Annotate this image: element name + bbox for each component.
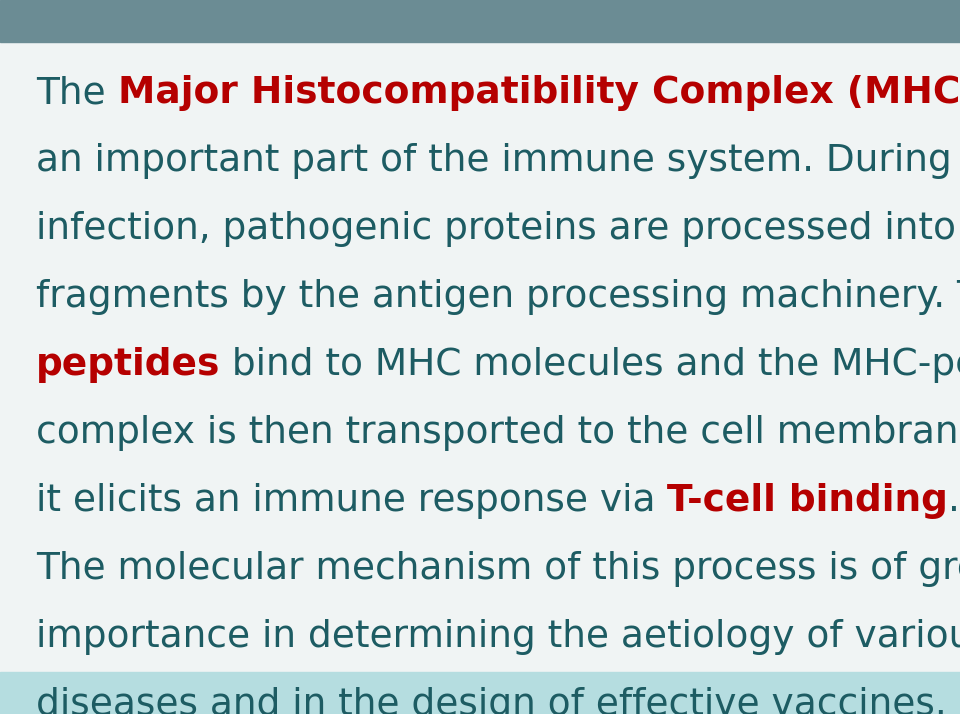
- Text: Major Histocompatibility Complex (MHC): Major Histocompatibility Complex (MHC): [117, 75, 960, 111]
- Text: T-cell binding: T-cell binding: [667, 483, 948, 519]
- Text: peptides: peptides: [36, 347, 221, 383]
- Text: an important part of the immune system. During: an important part of the immune system. …: [36, 143, 951, 179]
- Text: .: .: [948, 483, 960, 519]
- Bar: [0, 672, 960, 714]
- Text: it elicits an immune response via: it elicits an immune response via: [36, 483, 667, 519]
- Text: The: The: [36, 75, 117, 111]
- Text: importance in determining the aetiology of various: importance in determining the aetiology …: [36, 619, 960, 655]
- Bar: [0, 0, 960, 42]
- Text: diseases and in the design of effective vaccines.: diseases and in the design of effective …: [36, 687, 947, 714]
- Text: fragments by the antigen processing machinery. These: fragments by the antigen processing mach…: [36, 279, 960, 315]
- Text: The molecular mechanism of this process is of great: The molecular mechanism of this process …: [36, 551, 960, 587]
- Text: complex is then transported to the cell membrane where: complex is then transported to the cell …: [36, 415, 960, 451]
- Text: bind to MHC molecules and the MHC-peptide: bind to MHC molecules and the MHC-peptid…: [221, 347, 960, 383]
- Text: infection, pathogenic proteins are processed into peptide: infection, pathogenic proteins are proce…: [36, 211, 960, 247]
